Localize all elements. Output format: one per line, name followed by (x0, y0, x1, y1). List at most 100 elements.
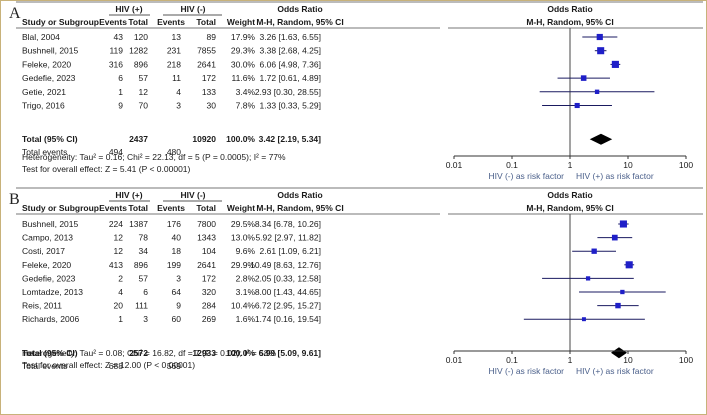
panel-b-or-method-header: M-H, Random, 95% CI (256, 203, 343, 213)
panel-a-study-square (596, 33, 603, 41)
panel-a-group2-header: HIV (-) (180, 4, 205, 14)
panel-b-total2-value: 320 (202, 287, 216, 297)
panel-b-total1-header: Total (128, 203, 148, 213)
panel-b-study-name: Costi, 2017 (22, 246, 65, 256)
panel-a-total2-value: 30 (207, 101, 217, 111)
panel-b-total-label: Total (95% CI) (22, 348, 78, 358)
panel-a-events1-value: 9 (118, 101, 123, 111)
panel-b-x-tick-label: 10 (623, 355, 633, 365)
panel-b-events1-header: Events (99, 203, 127, 213)
panel-b-total1-value: 34 (139, 246, 149, 256)
panel-b-total1-value: 111 (135, 301, 148, 311)
panel-a-total2-value: 172 (202, 73, 216, 83)
panel-b-events1-value: 20 (114, 301, 124, 311)
panel-b-total2-header: Total (196, 203, 216, 213)
panel-b-weight-value: 13.0% (231, 233, 256, 243)
panel-a-total1-header: Total (128, 17, 148, 27)
panel-a-weight-value: 3.4% (236, 87, 256, 97)
panel-a-x-tick-label: 1 (568, 160, 573, 170)
panel-b-total2-value: 104 (202, 246, 216, 256)
panel-b-axis-right-label: HIV (+) as risk factor (576, 366, 654, 376)
panel-b-plot-method-header: M-H, Random, 95% CI (526, 203, 613, 213)
panel-a-total-events-label: Total events (22, 147, 67, 157)
panel-a-events1-value: 6 (118, 73, 123, 83)
panel-b-events2-value: 3 (176, 273, 181, 283)
panel-b-weight-header: Weight (227, 203, 255, 213)
panel-b-ci-text-value: 2.05 [0.33, 12.58] (255, 273, 321, 283)
panel-a-weight-value: 11.6% (232, 73, 256, 83)
panel-b-ci-text-value: 2.61 [1.09, 6.21] (260, 246, 321, 256)
panel-a-total-label: Total (95% CI) (22, 134, 78, 144)
panel-a-study-name: Feleke, 2020 (22, 59, 71, 69)
panel-a-total1-sum: 2437 (129, 134, 148, 144)
panel-a-study-square (594, 89, 600, 94)
panel-a-axis-right-label: HIV (+) as risk factor (576, 171, 654, 181)
panel-a-weight-sum: 100.0% (226, 134, 255, 144)
panel-a-events1-header: Events (99, 17, 127, 27)
panel-a-events1-value: 43 (114, 32, 124, 42)
panel-b-total2-value: 2641 (197, 260, 216, 270)
panel-a-total1-value: 1282 (129, 46, 148, 56)
panel-a-study-name: Getie, 2021 (22, 87, 66, 97)
panel-b-study-name: Richards, 2006 (22, 314, 79, 324)
panel-a-events1-value: 1 (118, 87, 123, 97)
panel-a-study-square (574, 102, 580, 109)
panel-a-or-column-title: Odds Ratio (277, 4, 322, 14)
panel-a-total1-value: 896 (134, 59, 148, 69)
panel-b-study-square (611, 234, 618, 241)
panel-b-ci-text-value: 8.00 [1.43, 44.65] (255, 287, 321, 297)
panel-b-study-name: Campo, 2013 (22, 233, 73, 243)
panel-b-weight-value: 1.6% (236, 314, 256, 324)
panel-b-events1-value: 12 (114, 246, 124, 256)
panel-b-ci-text-value: 1.74 [0.16, 19.54] (255, 314, 321, 324)
panel-a-weight-value: 7.8% (236, 101, 256, 111)
panel-a-events2-value: 231 (167, 46, 181, 56)
panel-a-total2-value: 7855 (197, 46, 216, 56)
panel-b-events1-value: 4 (118, 287, 123, 297)
panel-b-plot-title: Odds Ratio (547, 190, 592, 200)
panel-b-study-square (581, 317, 586, 322)
panel-a-pooled-diamond (589, 133, 613, 145)
panel-label-b: B (9, 191, 20, 208)
panel-b-total1-value: 6 (143, 287, 148, 297)
panel-b-study-square (619, 220, 627, 228)
panel-b-pooled-ci-text: 6.99 [5.09, 9.61] (259, 348, 322, 358)
panel-a-total1-value: 12 (139, 87, 149, 97)
panel-a-total1-value: 70 (139, 101, 149, 111)
panel-b-events1-value: 413 (109, 260, 123, 270)
panel-a-study-name: Gedefie, 2023 (22, 73, 76, 83)
panel-b-total1-value: 3 (143, 314, 148, 324)
panel-b-or-column-title: Odds Ratio (277, 190, 322, 200)
panel-b-total2-value: 284 (202, 301, 216, 311)
panel-a-x-tick-label: 10 (623, 160, 633, 170)
panel-b-weight-value: 29.5% (231, 219, 256, 229)
panel-a-events2-value: 4 (176, 87, 181, 97)
panel-a-x-tick-label: 0.1 (506, 160, 518, 170)
panel-a-total-events1: 494 (109, 147, 123, 157)
panel-b-study-name: Gedefie, 2023 (22, 273, 76, 283)
panel-b-events1-value: 224 (109, 219, 123, 229)
panel-a-events1-value: 316 (109, 59, 123, 69)
panel-a-total2-value: 133 (202, 87, 216, 97)
panel-b-study-name: Bushnell, 2015 (22, 219, 79, 229)
panel-b-events2-value: 176 (167, 219, 181, 229)
panel-a-ci-text-value: 1.72 [0.61, 4.89] (260, 73, 321, 83)
panel-b-weight-value: 2.8% (236, 273, 256, 283)
panel-b-pooled-diamond (610, 347, 627, 359)
panel-a-events2-value: 3 (176, 101, 181, 111)
panel-a-overall-effect-text: Test for overall effect: Z = 5.41 (P < 0… (22, 164, 191, 174)
panel-a-study-square (580, 75, 587, 81)
panel-b-events1-value: 2 (118, 273, 123, 283)
panel-a-ci-text-value: 1.33 [0.33, 5.29] (260, 101, 321, 111)
panel-b-group1-header: HIV (+) (115, 190, 142, 200)
panel-b-ci-text-value: 10.49 [8.63, 12.76] (250, 260, 321, 270)
panel-b-study-square (620, 289, 625, 295)
panel-a-weight-header: Weight (227, 17, 255, 27)
panel-a-study-square (597, 47, 605, 55)
panel-b-total-events1: 688 (109, 361, 123, 371)
panel-a-events2-value: 11 (172, 73, 181, 83)
panel-a-study-name: Blal, 2004 (22, 32, 60, 42)
panel-a-heterogeneity-text: Heterogeneity: Tau² = 0.16; Chi² = 22.13… (22, 152, 286, 162)
panel-a-study-square (611, 60, 619, 68)
